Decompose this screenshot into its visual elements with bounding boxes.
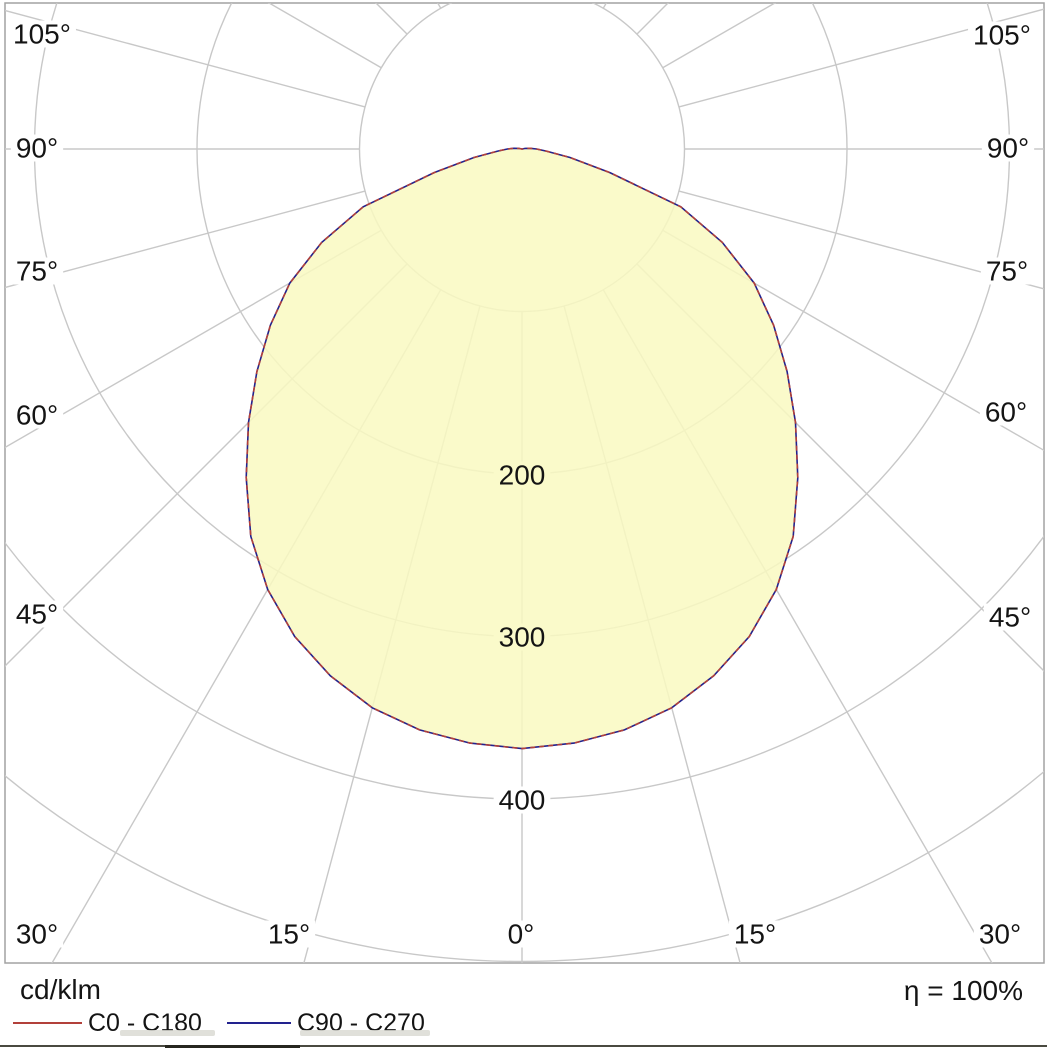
- gamma-label-bg: [983, 603, 1037, 631]
- grid-ray-60: [5, 229, 382, 449]
- plot-border: [4, 2, 1045, 964]
- clipped-text-sliver: [120, 1030, 215, 1036]
- gamma-label-bg: [10, 257, 64, 285]
- gamma-label-bg: [981, 134, 1035, 162]
- gamma-label-bg: [973, 920, 1027, 948]
- gamma-label: 30°: [16, 919, 58, 950]
- gamma-label-bg: [262, 920, 316, 948]
- curve-c0-c180: [245, 147, 799, 750]
- ring-label-200: 200: [499, 460, 546, 491]
- gamma-label: 60°: [16, 400, 58, 431]
- clipped-text-sliver: [300, 1030, 430, 1036]
- gamma-label-bg: [728, 920, 782, 948]
- grid-ray-75: [678, 190, 1044, 290]
- bottom-divider-rule-dark-segment: [165, 1045, 300, 1048]
- gamma-label: 15°: [734, 919, 776, 950]
- grid-ray-45: [5, 263, 408, 667]
- gamma-label: 105°: [13, 19, 71, 50]
- unit-label: cd/klm: [20, 974, 101, 1005]
- gamma-label-bg: [980, 257, 1034, 285]
- grid-ray-75: [5, 190, 366, 289]
- grid-ray-45: [636, 263, 1044, 672]
- grid-ray-105: [678, 8, 1044, 108]
- grid-ray-105: [5, 9, 366, 108]
- grid-ray-150: [602, 3, 608, 9]
- gamma-label-bg: [10, 920, 64, 948]
- gamma-label: 30°: [979, 919, 1021, 950]
- ring-label-300-bg: [493, 623, 551, 651]
- intensity-area: [246, 148, 798, 749]
- light-output-ratio-label: η = 100%: [903, 975, 1023, 1006]
- gamma-label-bg: [10, 600, 64, 628]
- ring-label-400-bg: [493, 786, 551, 814]
- gamma-label: 75°: [986, 256, 1028, 287]
- gamma-label: 105°: [973, 20, 1031, 51]
- bottom-divider-rule: [0, 1045, 1047, 1047]
- gamma-label-bg: [10, 401, 64, 429]
- gamma-label: 45°: [989, 602, 1031, 633]
- gamma-label-bg: [10, 134, 64, 162]
- ring-label-300: 300: [499, 622, 546, 653]
- gamma-label: 75°: [16, 256, 58, 287]
- gamma-label: 60°: [985, 397, 1027, 428]
- ring-label-200-bg: [493, 461, 551, 489]
- grid-ray-150: [436, 3, 442, 9]
- gamma-label-bg: [968, 21, 1036, 49]
- gamma-label-bg: [979, 398, 1033, 426]
- gamma-label: 0°: [508, 919, 535, 950]
- c0-c180-line-swatch: [13, 1022, 82, 1024]
- gamma-label-bg: [8, 20, 76, 48]
- c90-c270-line-swatch: [227, 1022, 291, 1024]
- gamma-label: 45°: [16, 599, 58, 630]
- gamma-label: 90°: [16, 133, 58, 164]
- gamma-label: 90°: [987, 133, 1029, 164]
- gamma-label-bg: [502, 920, 540, 948]
- ring-label-400: 400: [499, 785, 546, 816]
- grid-ray-60: [662, 229, 1044, 452]
- gamma-label: 15°: [268, 919, 310, 950]
